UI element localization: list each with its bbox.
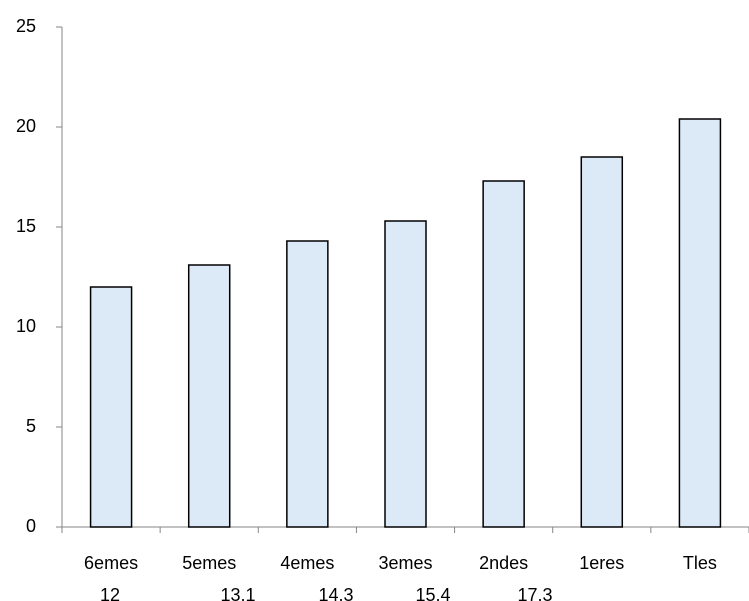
y-tick-label: 5 (26, 416, 36, 436)
bar (286, 240, 329, 528)
annotation: 15,4 (415, 585, 450, 601)
x-tick-label: 3emes (378, 553, 432, 573)
x-tick-label: 5emes (182, 553, 236, 573)
annotation: 12 (100, 585, 120, 601)
x-tick-label: Tles (683, 553, 717, 573)
x-tick-label: 6emes (84, 553, 138, 573)
annotation: 17,3 (517, 585, 552, 601)
bar (678, 118, 722, 528)
x-tick-label: 1eres (579, 553, 624, 573)
y-tick-label: 15 (16, 216, 36, 236)
bar (187, 264, 231, 528)
y-tick-label: 10 (16, 316, 36, 336)
annotation: 13,1 (220, 585, 255, 601)
bar (580, 156, 624, 528)
bar (89, 286, 133, 528)
y-tick-label: 0 (26, 516, 36, 536)
y-tick-label: 25 (16, 16, 36, 36)
bar (384, 220, 427, 528)
bar (482, 180, 525, 528)
y-tick-label: 20 (16, 116, 36, 136)
annotation: 14,3 (318, 585, 353, 601)
x-tick-label: 4emes (280, 553, 334, 573)
x-tick-label: 2ndes (479, 553, 528, 573)
